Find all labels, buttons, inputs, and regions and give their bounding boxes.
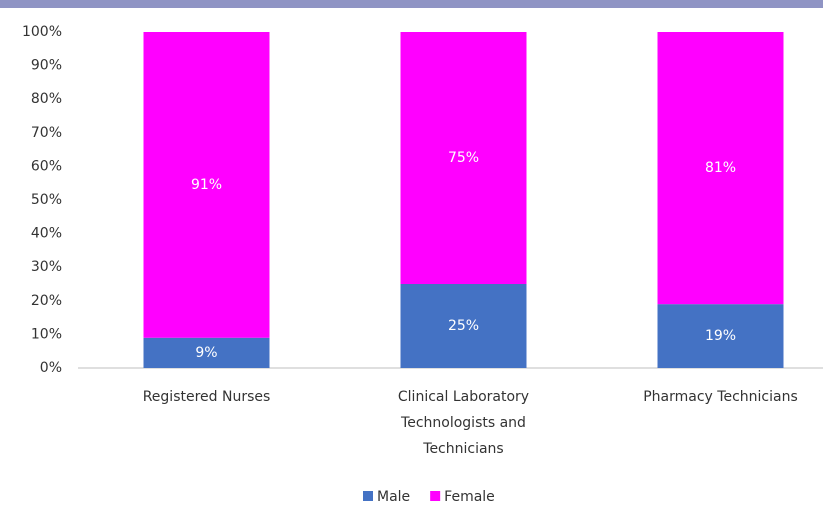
data-label: 75% [448, 150, 479, 166]
y-tick-label: 50% [31, 192, 62, 208]
bar-segment [400, 284, 527, 368]
bar-segment [400, 32, 527, 284]
y-tick-label: 30% [31, 259, 62, 275]
legend-swatch [430, 491, 441, 501]
data-label: 9% [195, 345, 217, 361]
data-label: 25% [448, 318, 479, 334]
bar-segment [143, 337, 270, 368]
y-tick-label: 80% [31, 91, 62, 107]
y-tick-label: 100% [22, 24, 62, 40]
y-tick-label: 70% [31, 125, 62, 141]
bar-segment [657, 32, 784, 305]
bar-segment [657, 304, 784, 368]
data-label: 91% [191, 177, 222, 193]
data-label: 19% [705, 328, 736, 344]
y-tick-label: 60% [31, 158, 62, 174]
y-tick-label: 40% [31, 226, 62, 242]
y-tick-label: 0% [40, 360, 62, 376]
data-label: 81% [705, 160, 736, 176]
x-tick-label: Registered Nurses [143, 389, 271, 405]
y-tick-label: 10% [31, 326, 62, 342]
y-tick-label: 90% [31, 58, 62, 74]
legend-swatch [363, 491, 373, 501]
legend-label: Female [444, 489, 495, 505]
top-banner [0, 0, 823, 8]
x-tick-label: Pharmacy Technicians [643, 389, 798, 405]
bar-segment [143, 32, 270, 338]
x-tick-label: Clinical Laboratory Technologists and Tech… [398, 389, 529, 457]
legend-label: Male [377, 489, 410, 505]
y-tick-label: 20% [31, 293, 62, 309]
